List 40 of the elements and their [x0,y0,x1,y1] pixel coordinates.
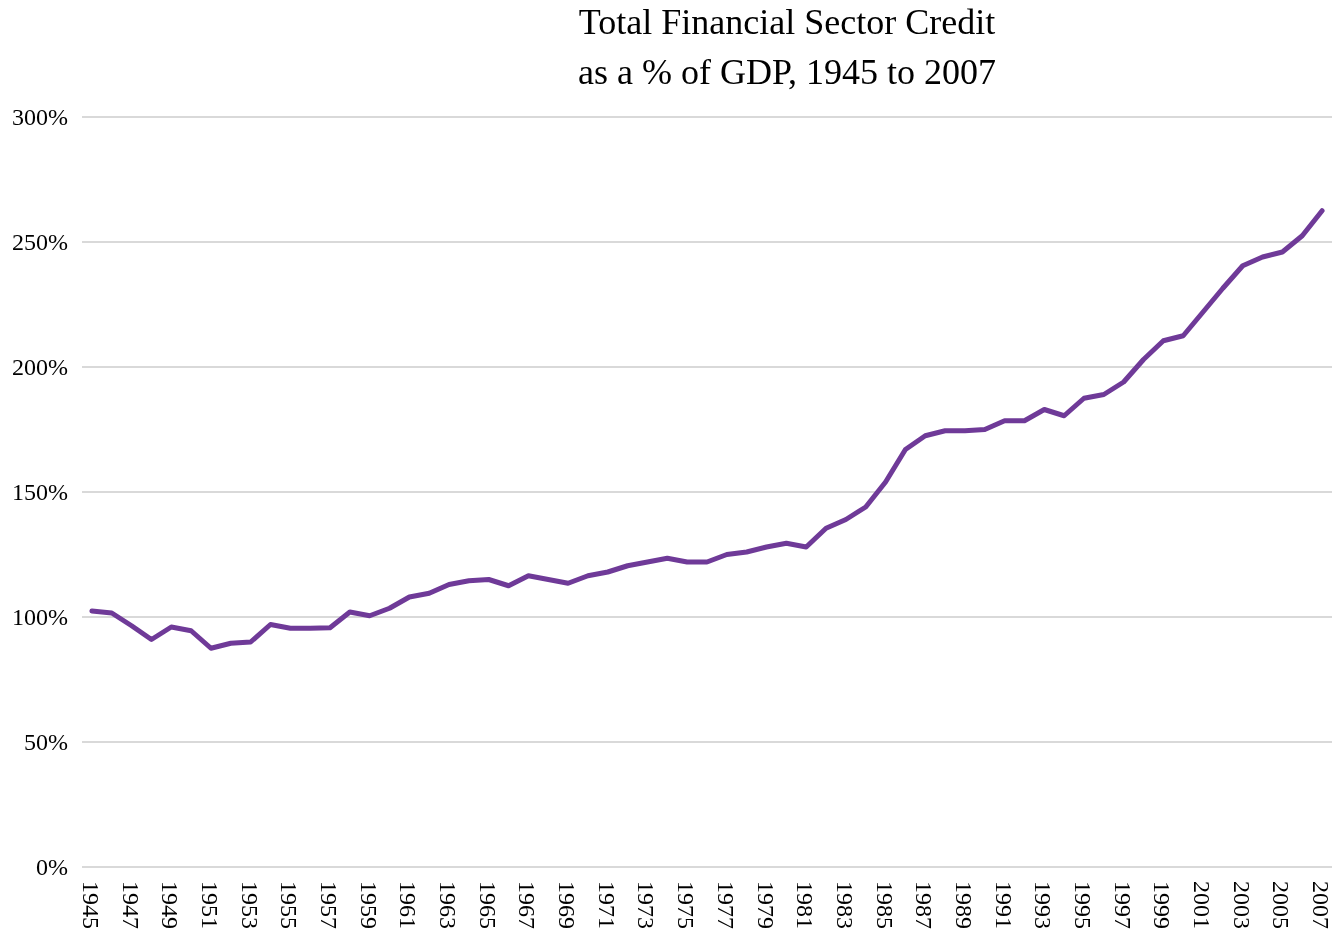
x-tick-label: 1959 [355,881,382,929]
chart-title: Total Financial Sector Credit as a % of GDP, 1945 to 2007 [578,2,996,92]
x-tick-label: 2007 [1308,881,1335,929]
x-tick-label: 1955 [276,881,303,929]
x-tick-label: 1961 [395,881,422,929]
x-tick-label: 2005 [1268,881,1295,929]
x-tick-label: 1953 [236,881,263,929]
x-tick-label: 1951 [196,881,223,929]
x-tick-label: 1979 [752,881,779,929]
x-tick-label: 1973 [633,881,660,929]
x-tick-label: 1999 [1149,881,1176,929]
y-tick-label: 250% [12,229,68,256]
x-tick-label: 1963 [435,881,462,929]
x-tick-label: 1947 [117,881,144,929]
x-tick-label: 1957 [316,881,343,929]
x-tick-label: 1985 [871,881,898,929]
x-tick-label: 1945 [77,881,104,929]
x-tick-label: 2001 [1189,881,1216,929]
x-tick-label: 1977 [712,881,739,929]
y-tick-label: 200% [12,354,68,381]
x-tick-label: 1971 [593,881,620,929]
x-tick-label: 1949 [157,881,184,929]
y-tick-label: 50% [24,729,68,756]
x-tick-label: 2003 [1228,881,1255,929]
x-tick-label: 1987 [911,881,938,929]
y-tick-label: 100% [12,604,68,631]
x-tick-label: 1967 [514,881,541,929]
x-tick-label: 1993 [1030,881,1057,929]
x-tick-label: 1991 [990,881,1017,929]
x-tick-label: 1965 [474,881,501,929]
x-tick-label: 1983 [831,881,858,929]
x-tick-label: 1969 [554,881,581,929]
x-tick-label: 1989 [950,881,977,929]
x-tick-label: 1997 [1109,881,1136,929]
x-tick-label: 1975 [673,881,700,929]
y-tick-label: 300% [12,104,68,131]
y-tick-label: 150% [12,479,68,506]
x-tick-label: 1981 [792,881,819,929]
y-tick-label: 0% [36,854,68,881]
x-tick-label: 1995 [1069,881,1096,929]
